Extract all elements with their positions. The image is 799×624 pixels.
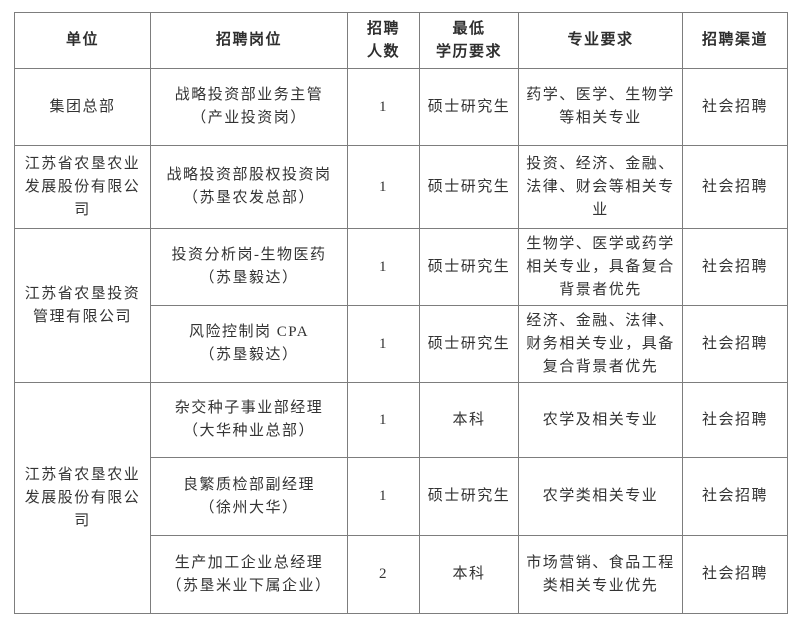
header-position: 招聘岗位: [150, 12, 348, 69]
channel-cell: 社会招聘: [682, 305, 788, 383]
headcount-cell: 1: [347, 457, 420, 536]
recruitment-table: 单位 招聘岗位 招聘 人数 最低 学历要求 专业要求 招聘渠道 集团总部 战略投…: [14, 12, 788, 614]
header-row: 单位 招聘岗位 招聘 人数 最低 学历要求 专业要求 招聘渠道: [14, 12, 788, 69]
channel-cell: 社会招聘: [682, 535, 788, 614]
header-major: 专业要求: [518, 12, 683, 69]
header-channel: 招聘渠道: [682, 12, 788, 69]
position-cell: 生产加工企业总经理 （苏垦米业下属企业）: [150, 535, 348, 614]
major-cell: 市场营销、食品工程 类相关专业优先: [518, 535, 683, 614]
headcount-cell: 1: [347, 68, 420, 146]
channel-cell: 社会招聘: [682, 457, 788, 536]
education-cell: 硕士研究生: [419, 145, 519, 229]
table-row: 江苏省农垦农业 发展股份有限公 司 杂交种子事业部经理 （大华种业总部） 1 本…: [14, 382, 788, 614]
major-cell: 生物学、医学或药学 相关专业，具备复合 背景者优先: [518, 228, 683, 306]
headcount-cell: 1: [347, 145, 420, 229]
education-cell: 硕士研究生: [419, 305, 519, 383]
table-row: 江苏省农垦农业 发展股份有限公 司 战略投资部股权投资岗 （苏垦农发总部） 1 …: [14, 145, 788, 229]
channel-cell: 社会招聘: [682, 145, 788, 229]
education-cell: 硕士研究生: [419, 228, 519, 306]
position-cell: 投资分析岗-生物医药 （苏垦毅达）: [150, 228, 348, 306]
headcount-cell: 2: [347, 535, 420, 614]
position-cell: 战略投资部股权投资岗 （苏垦农发总部）: [150, 145, 348, 229]
headcount-cell: 1: [347, 228, 420, 306]
headcount-cell: 1: [347, 382, 420, 458]
unit-cell: 江苏省农垦农业 发展股份有限公 司: [14, 382, 151, 614]
major-cell: 投资、经济、金融、 法律、财会等相关专 业: [518, 145, 683, 229]
unit-cell: 集团总部: [14, 68, 151, 146]
education-cell: 硕士研究生: [419, 68, 519, 146]
major-cell: 农学类相关专业: [518, 457, 683, 536]
channel-cell: 社会招聘: [682, 228, 788, 306]
position-cell: 良繁质检部副经理 （徐州大华）: [150, 457, 348, 536]
header-education: 最低 学历要求: [419, 12, 519, 69]
table-row: 生产加工企业总经理 （苏垦米业下属企业） 2 本科 市场营销、食品工程 类相关专…: [15, 535, 788, 614]
major-cell: 经济、金融、法律、 财务相关专业，具备 复合背景者优先: [518, 305, 683, 383]
major-cell: 药学、医学、生物学 等相关专业: [518, 68, 683, 146]
education-cell: 硕士研究生: [419, 457, 519, 536]
education-cell: 本科: [419, 382, 519, 458]
position-cell: 风险控制岗 CPA （苏垦毅达）: [150, 305, 348, 383]
unit-cell: 江苏省农垦农业 发展股份有限公 司: [14, 145, 151, 229]
major-cell: 农学及相关专业: [518, 382, 683, 458]
position-cell: 杂交种子事业部经理 （大华种业总部）: [150, 382, 348, 458]
channel-cell: 社会招聘: [682, 68, 788, 146]
table-row: 集团总部 战略投资部业务主管 （产业投资岗） 1 硕士研究生 药学、医学、生物学…: [14, 68, 788, 146]
position-cell: 战略投资部业务主管 （产业投资岗）: [150, 68, 348, 146]
education-cell: 本科: [419, 535, 519, 614]
table-row: 风险控制岗 CPA （苏垦毅达） 1 硕士研究生 经济、金融、法律、 财务相关专…: [15, 305, 788, 383]
headcount-cell: 1: [347, 305, 420, 383]
unit-cell: 江苏省农垦投资 管理有限公司: [14, 228, 151, 383]
table-row: 江苏省农垦投资 管理有限公司 投资分析岗-生物医药 （苏垦毅达） 1 硕士研究生…: [14, 228, 788, 383]
header-headcount: 招聘 人数: [347, 12, 420, 69]
header-unit: 单位: [14, 12, 151, 69]
table-row: 良繁质检部副经理 （徐州大华） 1 硕士研究生 农学类相关专业 社会招聘: [15, 457, 788, 536]
channel-cell: 社会招聘: [682, 382, 788, 458]
